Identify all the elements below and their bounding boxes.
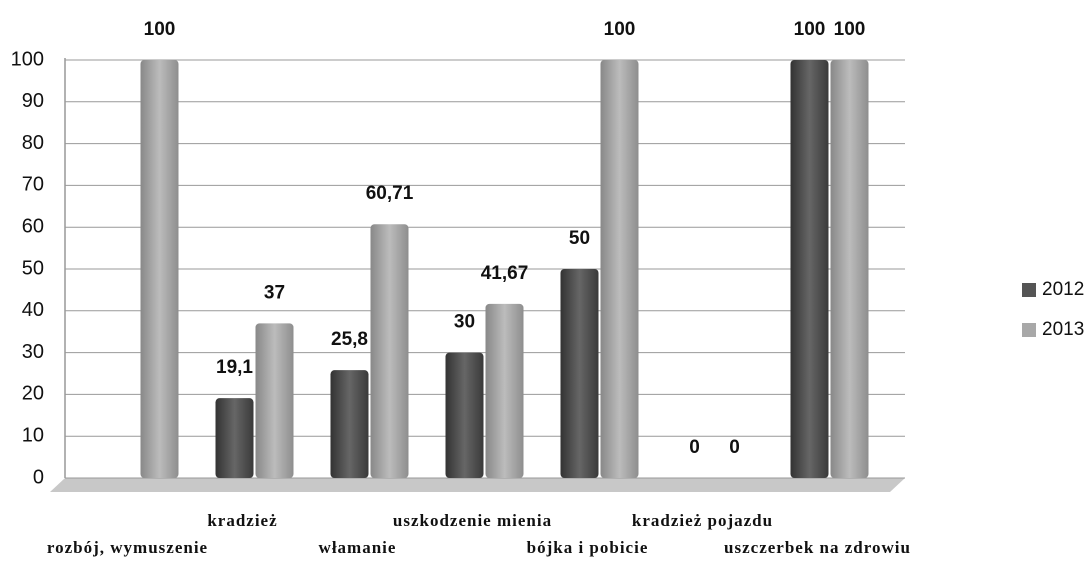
value-label: 100 xyxy=(834,19,866,40)
y-tick-label: 90 xyxy=(22,90,44,112)
value-label: 50 xyxy=(569,228,590,249)
y-tick-label: 20 xyxy=(22,383,44,405)
bar xyxy=(255,323,294,478)
x-tick-label: uszkodzenie mienia xyxy=(393,511,552,530)
y-tick-label: 100 xyxy=(11,48,44,70)
y-tick-label: 40 xyxy=(22,299,44,321)
bar xyxy=(600,60,639,478)
value-label: 60,71 xyxy=(366,183,414,204)
bar xyxy=(790,60,829,478)
value-label: 100 xyxy=(144,19,176,40)
floor xyxy=(50,478,905,492)
value-label: 25,8 xyxy=(331,329,368,350)
x-tick-label: bójka i pobicie xyxy=(527,538,649,557)
bar xyxy=(330,370,369,478)
bar xyxy=(485,303,524,478)
legend-label: 2012 xyxy=(1042,279,1084,300)
bar xyxy=(445,352,484,478)
x-tick-label: włamanie xyxy=(319,538,397,557)
bar xyxy=(215,398,254,478)
y-tick-label: 80 xyxy=(22,132,44,154)
bar xyxy=(370,224,409,478)
x-tick-label: kradzież pojazdu xyxy=(632,511,773,530)
value-label: 19,1 xyxy=(216,357,253,378)
value-label: 0 xyxy=(729,437,740,458)
value-label: 41,67 xyxy=(481,263,529,284)
y-tick-label: 70 xyxy=(22,174,44,196)
value-label: 100 xyxy=(794,19,826,40)
x-tick-label: uszczerbek na zdrowiu xyxy=(724,538,911,557)
bar xyxy=(560,269,599,478)
y-tick-label: 0 xyxy=(33,466,44,488)
y-tick-label: 60 xyxy=(22,215,44,237)
y-tick-label: 30 xyxy=(22,341,44,363)
legend-swatch xyxy=(1022,283,1036,297)
x-tick-label: kradzież xyxy=(207,511,277,530)
value-label: 37 xyxy=(264,282,285,303)
x-tick-label: rozbój, wymuszenie xyxy=(47,538,208,557)
value-label: 100 xyxy=(604,19,636,40)
bar xyxy=(140,60,179,478)
y-tick-label: 10 xyxy=(22,424,44,446)
legend-label: 2013 xyxy=(1042,319,1084,340)
value-label: 0 xyxy=(689,437,700,458)
value-label: 30 xyxy=(454,312,475,333)
legend-swatch xyxy=(1022,323,1036,337)
bar xyxy=(830,60,869,478)
y-tick-label: 50 xyxy=(22,257,44,279)
